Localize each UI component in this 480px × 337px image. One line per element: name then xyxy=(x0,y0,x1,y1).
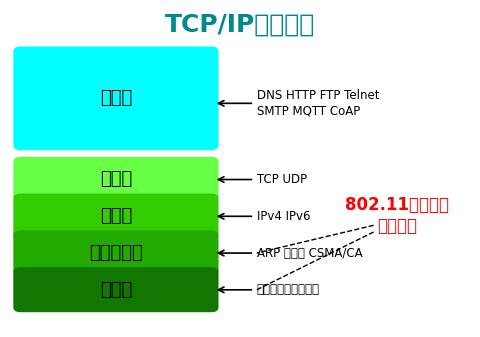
FancyBboxPatch shape xyxy=(13,193,218,239)
Text: IPv4 IPv6: IPv4 IPv6 xyxy=(257,210,310,223)
FancyBboxPatch shape xyxy=(13,267,218,312)
Text: DNS HTTP FTP Telnet
SMTP MQTT CoAP: DNS HTTP FTP Telnet SMTP MQTT CoAP xyxy=(257,89,379,117)
Text: 数据链路层: 数据链路层 xyxy=(89,244,143,262)
Text: TCP UDP: TCP UDP xyxy=(257,173,307,186)
FancyBboxPatch shape xyxy=(13,230,218,275)
Text: 网络层: 网络层 xyxy=(100,207,132,225)
Text: TCP/IP五层模型: TCP/IP五层模型 xyxy=(165,13,315,37)
Text: 电磁信号，调制策略: 电磁信号，调制策略 xyxy=(257,283,320,296)
FancyBboxPatch shape xyxy=(13,157,218,202)
Text: 802.11协议位于
最下两层: 802.11协议位于 最下两层 xyxy=(346,196,449,235)
FancyBboxPatch shape xyxy=(13,47,218,150)
Text: 物理层: 物理层 xyxy=(100,281,132,299)
Text: 应用层: 应用层 xyxy=(100,89,132,107)
Text: 传输层: 传输层 xyxy=(100,171,132,188)
Text: ARP 以太网 CSMA/CA: ARP 以太网 CSMA/CA xyxy=(257,247,362,259)
